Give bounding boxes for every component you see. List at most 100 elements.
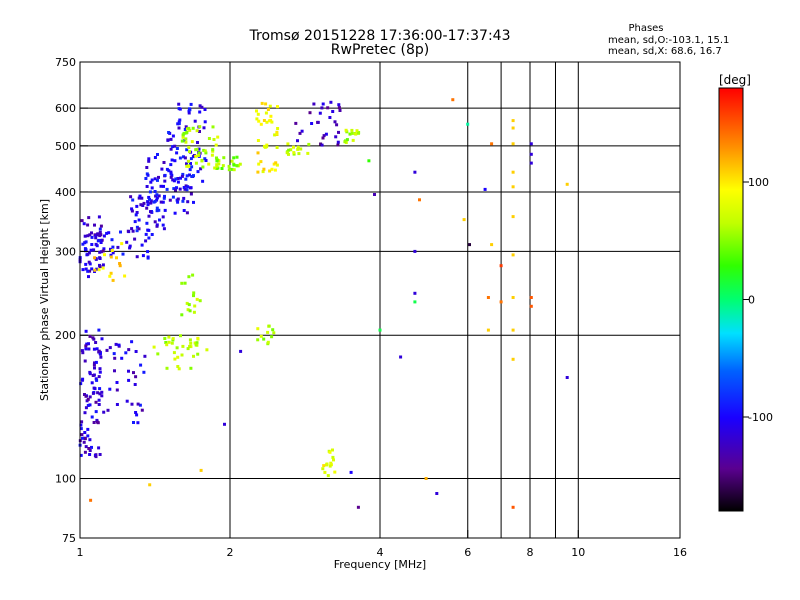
data-point	[182, 131, 186, 135]
data-point	[169, 170, 173, 174]
data-point	[176, 177, 180, 180]
data-point	[184, 184, 188, 188]
data-point	[130, 209, 134, 213]
data-point	[96, 391, 100, 395]
data-point	[190, 140, 194, 144]
colorbar	[718, 87, 744, 512]
data-point	[511, 505, 515, 509]
data-point	[90, 381, 94, 385]
data-point	[451, 98, 455, 102]
data-point	[220, 167, 224, 170]
data-point	[100, 390, 104, 394]
data-point	[120, 356, 124, 360]
data-point	[135, 211, 139, 214]
data-point	[211, 125, 215, 129]
data-point	[238, 162, 242, 166]
data-point	[214, 143, 218, 147]
data-point	[329, 100, 333, 104]
data-point	[215, 159, 219, 163]
data-point	[149, 180, 153, 184]
data-point	[202, 148, 206, 152]
chart-subtitle: RwPretec (8p)	[331, 42, 429, 58]
data-point	[287, 152, 290, 156]
data-point	[81, 351, 85, 355]
data-point	[325, 462, 329, 466]
data-points	[78, 98, 569, 509]
data-point	[97, 446, 101, 450]
data-point	[98, 453, 102, 456]
data-point	[83, 247, 87, 251]
data-point	[141, 254, 145, 258]
data-point	[155, 209, 159, 213]
data-point	[186, 347, 190, 351]
data-point	[328, 464, 332, 468]
data-point	[94, 341, 98, 344]
data-point	[136, 421, 140, 425]
data-point	[171, 178, 175, 182]
data-point	[175, 151, 179, 155]
data-point	[163, 337, 167, 340]
data-point	[221, 164, 225, 168]
data-point	[322, 134, 326, 138]
data-point	[324, 132, 328, 136]
data-point	[204, 151, 208, 155]
data-point	[203, 157, 207, 161]
data-point	[133, 220, 137, 224]
data-point	[137, 196, 141, 200]
data-point	[87, 275, 90, 279]
data-point	[90, 243, 94, 246]
data-point	[84, 267, 88, 271]
data-point	[169, 172, 173, 176]
data-point	[110, 238, 114, 242]
data-point	[321, 136, 325, 140]
data-point	[88, 370, 92, 374]
data-point	[105, 231, 109, 235]
data-point	[297, 152, 301, 156]
data-point	[84, 329, 88, 333]
data-point	[99, 241, 103, 244]
data-point	[176, 180, 180, 184]
y-axis-ticks: 75 100 200 300 400 500 600 750	[55, 56, 88, 545]
data-point	[201, 165, 205, 169]
data-point	[181, 199, 185, 203]
data-point	[157, 208, 161, 212]
data-point	[413, 300, 417, 304]
data-point	[94, 236, 98, 240]
data-point	[188, 128, 192, 132]
data-point	[306, 151, 310, 155]
data-point	[275, 132, 279, 136]
data-point	[112, 352, 116, 356]
data-point	[271, 328, 275, 332]
data-point	[171, 134, 175, 138]
data-point	[164, 341, 168, 344]
data-point	[255, 117, 259, 121]
data-point	[86, 223, 90, 227]
data-point	[180, 353, 184, 357]
data-point	[91, 391, 95, 395]
data-point	[262, 337, 266, 341]
data-point	[97, 398, 101, 402]
data-point	[84, 445, 88, 449]
data-point	[86, 404, 90, 407]
data-point	[94, 242, 98, 246]
data-point	[115, 388, 119, 392]
data-point	[486, 328, 490, 332]
data-point	[109, 253, 113, 257]
chart-title: Tromsø 20151228 17:36:00-17:37:43	[249, 28, 511, 44]
colorbar-unit-label: [deg]	[719, 73, 751, 87]
data-point	[127, 369, 130, 373]
data-point	[183, 128, 187, 131]
data-point	[92, 347, 96, 351]
data-point	[80, 349, 84, 353]
data-point	[178, 118, 182, 122]
data-point	[320, 143, 324, 147]
data-point	[98, 370, 102, 374]
data-point	[337, 103, 341, 107]
data-point	[147, 236, 151, 240]
data-point	[146, 250, 150, 254]
data-point	[162, 196, 166, 200]
data-point	[132, 371, 135, 375]
data-point	[269, 114, 273, 118]
data-point	[95, 378, 99, 382]
data-point	[169, 137, 173, 141]
